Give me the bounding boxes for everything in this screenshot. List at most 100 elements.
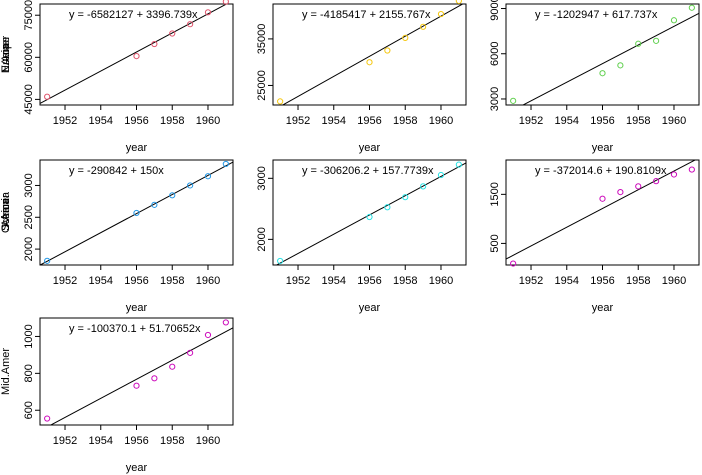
data-point (437, 10, 445, 18)
y-tick-label: 2500 (23, 205, 35, 229)
y-tick-label: 800 (23, 364, 35, 382)
data-point (222, 319, 229, 326)
data-point (670, 17, 678, 24)
x-tick-label: 1958 (626, 275, 650, 287)
data-point (510, 97, 517, 104)
y-tick-label: 3000 (256, 166, 268, 190)
x-axis-label: year (592, 302, 614, 314)
y-tick-label: 45000 (23, 84, 35, 115)
y-axis-label: S.Amer (0, 194, 12, 231)
y-tick-label: 2000 (23, 237, 35, 261)
data-point (222, 160, 229, 168)
data-point (617, 62, 624, 69)
x-tick-label: 1952 (286, 275, 310, 287)
x-tick-label: 1954 (89, 275, 113, 287)
x-tick-label: 1960 (662, 115, 686, 127)
data-point (384, 47, 391, 54)
y-tick-label: 2000 (256, 227, 268, 251)
y-tick-label: 500 (489, 234, 501, 252)
y-tick-label: 1500 (489, 182, 501, 206)
data-point (204, 331, 212, 339)
x-axis-label: year (359, 302, 381, 314)
data-point (617, 188, 624, 196)
y-tick-label: 1000 (23, 324, 35, 348)
data-point (455, 161, 462, 168)
data-point (420, 183, 427, 190)
x-tick-label: 1958 (160, 115, 184, 127)
data-point (151, 201, 158, 208)
data-point (635, 40, 642, 47)
panel-europe: 1952 1954 1956 1958 1960 25000 35000 year Europe… (0, 0, 467, 154)
data-point (133, 209, 140, 217)
regression-equation: y = -4185417 + 2155.767x (302, 9, 431, 21)
data-point (366, 59, 373, 66)
y-tick-label: 35000 (256, 24, 268, 55)
data-point (688, 166, 695, 173)
data-point (635, 183, 642, 190)
x-tick-label: 1956 (124, 435, 148, 447)
data-point (187, 21, 194, 28)
regression-line (275, 162, 466, 265)
x-tick-label: 1952 (286, 115, 310, 127)
regression-equation: y = -1202947 + 617.737x (535, 9, 658, 21)
x-axis-label: year (592, 142, 614, 154)
y-tick-label: 75000 (23, 0, 35, 31)
data-point (133, 382, 140, 389)
data-point (653, 178, 660, 185)
panel-s-amer: 1952 1954 1956 1958 1960 2000 2500 3000 year S.Am… (0, 159, 234, 314)
x-tick-label: 1954 (555, 115, 579, 127)
x-axis-label: year (126, 302, 148, 314)
x-tick-label: 1956 (124, 275, 148, 287)
x-tick-label: 1954 (322, 115, 346, 127)
panel-asia: 1952 1954 1956 1958 1960 3000 6000 9000 year Asia… (0, 0, 700, 154)
y-axis-label: Mid.Amer (0, 348, 12, 395)
x-tick-label: 1958 (160, 435, 184, 447)
regression-equation: y = -306206.2 + 157.7739x (302, 165, 434, 177)
y-tick-label: 6000 (489, 42, 501, 66)
y-axis-label: Asia (0, 43, 12, 65)
x-tick-label: 1956 (590, 115, 614, 127)
x-tick-label: 1960 (196, 435, 220, 447)
regression-line (40, 161, 233, 265)
y-tick-label: 9000 (489, 0, 501, 21)
x-tick-label: 1960 (662, 275, 686, 287)
x-tick-label: 1960 (429, 115, 453, 127)
x-tick-label: 1960 (196, 115, 220, 127)
data-point (222, 0, 229, 5)
regression-line (521, 12, 699, 105)
y-tick-label: 3000 (23, 173, 35, 197)
data-point (277, 257, 284, 265)
panel-oceania: 1952 1954 1956 1958 1960 2000 3000 year Oceania y… (0, 159, 467, 314)
regression-line (49, 327, 233, 425)
data-point (169, 363, 176, 370)
regression-equation: y = -290842 + 150x (69, 165, 164, 177)
x-tick-label: 1958 (626, 115, 650, 127)
data-point (402, 194, 409, 201)
data-point (437, 171, 445, 179)
y-tick-label: 600 (23, 401, 35, 419)
data-point (44, 257, 51, 264)
panel-africa: 1952 1954 1956 1958 1960 500 1500 year Africa y =… (0, 159, 700, 314)
data-point (204, 173, 212, 180)
x-tick-label: 1954 (89, 115, 113, 127)
data-point (599, 195, 606, 202)
regression-equation: y = -372014.6 + 190.8109x (535, 165, 667, 177)
x-tick-label: 1956 (590, 275, 614, 287)
data-point (169, 30, 176, 37)
data-point (151, 375, 158, 382)
y-tick-label: 25000 (256, 70, 268, 101)
x-axis-label: year (359, 142, 381, 154)
data-point (133, 53, 140, 60)
regression-line (506, 160, 697, 260)
x-tick-label: 1956 (124, 115, 148, 127)
y-tick-label: 60000 (23, 42, 35, 73)
x-axis-label: year (126, 142, 148, 154)
x-tick-label: 1952 (519, 115, 543, 127)
regression-equation: y = -100370.1 + 51.70652x (69, 323, 201, 335)
regression-line (281, 4, 464, 105)
data-point (384, 204, 391, 211)
x-tick-label: 1960 (429, 275, 453, 287)
x-tick-label: 1958 (393, 115, 417, 127)
y-axis-label: Oceania (0, 191, 12, 233)
